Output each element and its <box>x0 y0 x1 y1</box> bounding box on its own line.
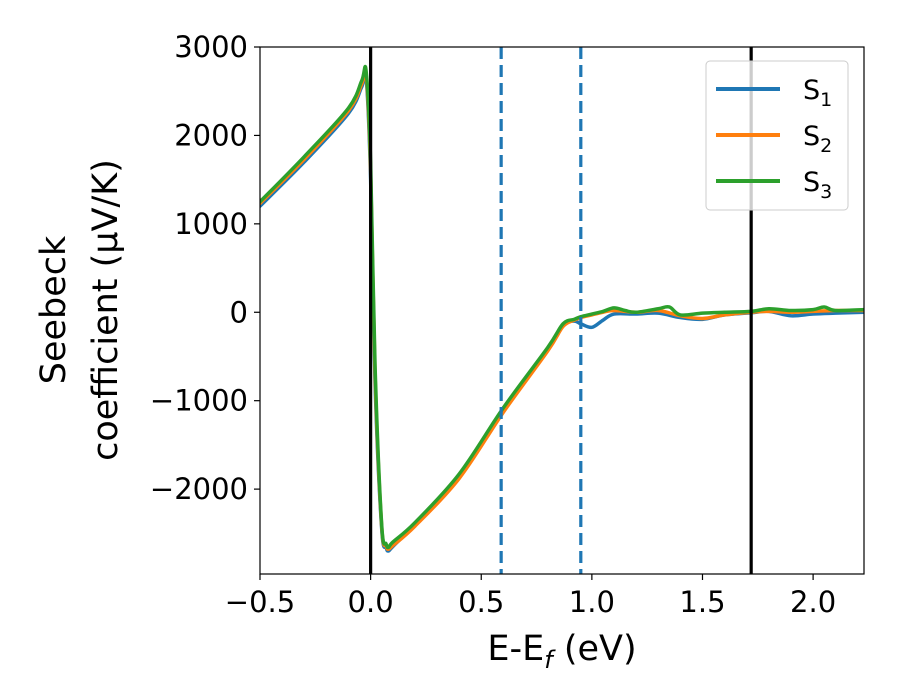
legend-label-3: S3 <box>803 167 832 203</box>
legend: S1 S2 S3 <box>705 60 849 211</box>
x-axis: −0.5 0.0 0.5 1.0 1.5 2.0 <box>225 574 836 619</box>
x-tick-label: 1.5 <box>679 585 725 619</box>
y-tick-label: −2000 <box>150 472 248 506</box>
x-tick-label: 0.5 <box>458 585 504 619</box>
legend-label-1: S1 <box>803 75 832 111</box>
x-tick-label: 0.0 <box>348 585 394 619</box>
plot-area <box>260 47 864 574</box>
y-tick-label: −1000 <box>150 384 248 418</box>
y-axis-label-line-2: coefficient (μV/K) <box>86 159 126 461</box>
y-tick-label: 2000 <box>174 118 248 152</box>
y-tick-label: 0 <box>230 295 248 329</box>
y-tick-label: 3000 <box>174 30 248 64</box>
x-tick-label: 1.0 <box>569 585 615 619</box>
x-tick-label: 2.0 <box>790 585 836 619</box>
y-axis-label-line-1: Seebeck <box>34 235 74 384</box>
legend-label-2: S2 <box>803 121 832 157</box>
plot-frame <box>259 46 865 575</box>
x-axis-label: E-Ef (eV) <box>487 629 636 674</box>
y-tick-label: 1000 <box>174 207 248 241</box>
y-axis-label: Seebeck coefficient (μV/K) <box>34 159 126 461</box>
x-tick-label: −0.5 <box>225 585 295 619</box>
y-axis: −2000 −1000 0 1000 2000 3000 <box>150 30 260 506</box>
